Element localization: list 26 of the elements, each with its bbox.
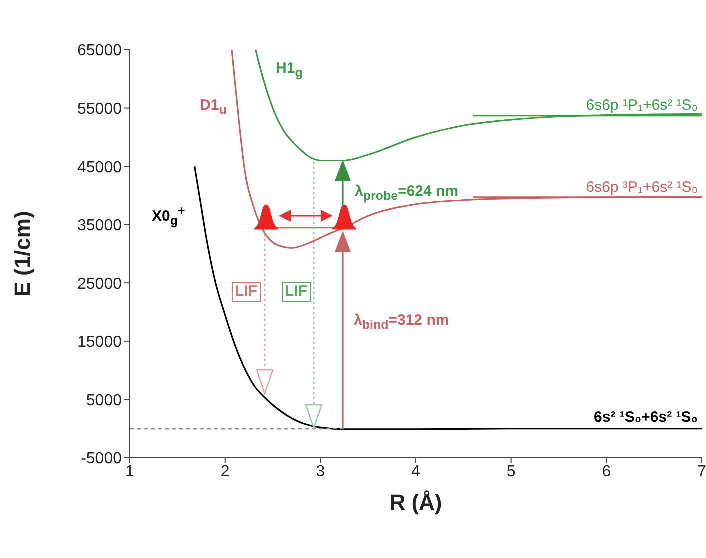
y-tick-label: 15000: [78, 334, 122, 352]
annotation: LIF: [282, 282, 310, 302]
y-tick-label: -5000: [81, 450, 122, 468]
annotation: D1$_{u}$: [200, 97, 227, 119]
x-tick-label: 1: [126, 463, 135, 480]
y-tick-label: 65000: [78, 42, 122, 60]
annotation: H1$_{g}$: [276, 60, 303, 82]
annotation: λ$_{probe}$=624 nm: [355, 183, 459, 205]
x-tick-label: 7: [698, 463, 706, 480]
y-axis-title: E (1/cm): [10, 211, 35, 297]
y-tick-label: 35000: [78, 218, 122, 235]
annotation: 6s6p ¹P₁+6s² ¹S₀: [586, 97, 698, 115]
annotation: LIF: [232, 282, 260, 302]
x-tick-label: 5: [506, 463, 516, 480]
x-tick-label: 4: [412, 463, 421, 480]
x-tick-label: 6: [602, 463, 612, 480]
annotation: λ$_{bind}$=312 nm: [354, 312, 450, 334]
annotation: 6s² ¹S₀+6s² ¹S₀: [594, 409, 698, 427]
x-tick-label: 3: [316, 463, 326, 480]
x-axis-title: R (Å): [390, 490, 442, 515]
y-tick-label: 25000: [78, 276, 122, 293]
x-tick-label: 2: [220, 463, 230, 480]
annotation: 6s6p ³P₁+6s² ¹S₀: [586, 179, 698, 197]
y-tick-label: 45000: [78, 159, 122, 176]
y-tick-label: 5000: [86, 392, 122, 410]
y-tick-label: 55000: [78, 100, 122, 118]
